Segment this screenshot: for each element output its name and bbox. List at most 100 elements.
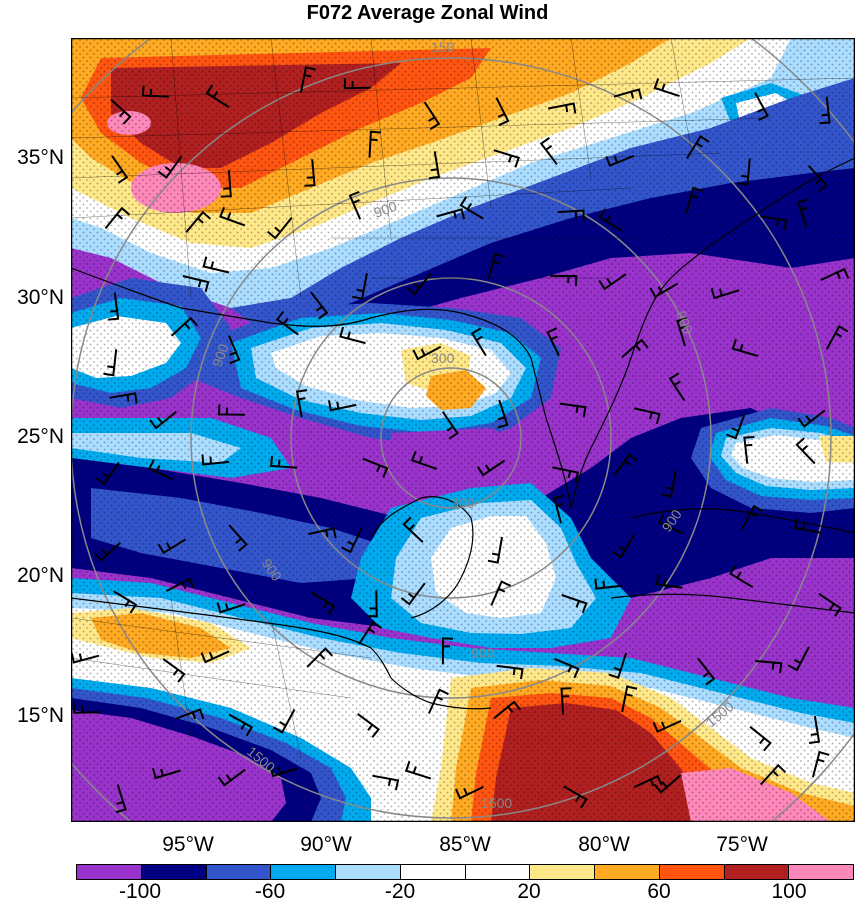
wind-barb [495, 97, 510, 127]
colorbar-swatch [659, 865, 725, 879]
wind-barb [272, 709, 296, 734]
zonal-wind-map: 300 300 900 900 900 900 900 1500 1500 15… [71, 38, 855, 822]
wind-barb [404, 760, 432, 780]
wind-barb [493, 700, 522, 720]
colorbar-swatch [77, 865, 142, 879]
lon-label: 85°W [439, 833, 491, 856]
wind-barb [657, 513, 684, 535]
wind-barb [423, 101, 441, 130]
wind-barb [487, 536, 503, 564]
wind-barb [797, 198, 809, 228]
wind-barb [402, 516, 424, 543]
wind-barb [436, 208, 466, 220]
wind-barb [820, 267, 850, 282]
wind-barb [737, 158, 751, 186]
wind-barb [400, 582, 426, 606]
wind-barb [108, 292, 120, 321]
wind-barb [306, 647, 334, 668]
wind-barb [559, 402, 587, 418]
political-boundaries [71, 38, 855, 759]
colorbar-label: -100 [118, 880, 162, 903]
coastlines [71, 157, 855, 710]
wind-barb [220, 170, 232, 198]
wind-barb [412, 345, 442, 361]
wind-barb [470, 327, 487, 357]
wind-barb [299, 66, 316, 93]
wind-barb [311, 591, 336, 615]
wind-barb [182, 275, 210, 293]
colorbar-swatch [141, 865, 207, 879]
wind-barb [598, 208, 623, 232]
wind-barb [217, 404, 246, 416]
wind-barb [729, 564, 754, 589]
wind-barb [216, 602, 246, 614]
wind-barb [459, 196, 484, 220]
colorbar-swatch [271, 865, 336, 879]
wind-barb [170, 316, 199, 337]
wind-barb [760, 215, 788, 231]
wind-barb [228, 335, 241, 365]
wind-barb [797, 409, 826, 428]
wind-barb [755, 660, 783, 674]
contour-label: 150 [431, 39, 455, 55]
wind-barb [410, 450, 438, 470]
colorbar-label: -20 [384, 880, 416, 903]
stipple-overlay [71, 38, 855, 822]
wind-barb [754, 92, 769, 121]
wind-barb [550, 274, 578, 287]
wind-barb [275, 310, 299, 336]
map-panel: 300 300 900 900 900 900 900 1500 1500 15… [71, 38, 855, 822]
wind-barb [594, 578, 623, 590]
wind-barb [493, 149, 520, 168]
wind-barb [819, 96, 831, 125]
wind-barb [653, 774, 682, 794]
wind-barb [228, 524, 248, 552]
wind-barb [749, 726, 772, 752]
wind-barb [561, 594, 588, 614]
wind-barb [201, 454, 230, 466]
wind-barb [454, 785, 484, 800]
wind-barb [598, 273, 627, 291]
wind-barb [652, 719, 682, 733]
wind-barb [162, 658, 186, 683]
wind-barb [95, 461, 120, 486]
wind-barb [795, 437, 816, 465]
wind-barb [476, 459, 506, 477]
colorbar-swatch [336, 865, 401, 879]
wind-barb [219, 206, 246, 227]
wind-barb [217, 768, 246, 787]
wind-barb [295, 389, 308, 418]
wind-barb [304, 159, 316, 187]
colorbar-swatch [724, 865, 790, 879]
wind-barb [553, 494, 565, 524]
wind-barb [787, 646, 810, 672]
wind-barb [71, 652, 100, 664]
lon-label: 80°W [578, 833, 630, 856]
wind-barb [427, 688, 449, 714]
wind-barb [731, 338, 759, 357]
wind-barb [165, 577, 195, 592]
wind-barb [557, 209, 585, 221]
wind-barb [686, 134, 710, 160]
wind-barb [441, 637, 454, 665]
contour-label: 300 [451, 495, 475, 511]
contour-label: 900 [372, 198, 400, 221]
wind-barb [825, 325, 849, 350]
wind-barb [372, 774, 400, 791]
colorbar-swatch [206, 865, 272, 879]
wind-barb [633, 774, 663, 789]
wind-barb [605, 154, 635, 167]
wind-barb [366, 590, 378, 618]
wind-barb [73, 702, 101, 714]
wind-barb [811, 750, 830, 778]
wind-barb [441, 411, 459, 440]
wind-barb [141, 85, 169, 98]
lat-label: 20°N [17, 564, 64, 587]
wind-barb [613, 88, 643, 100]
wind-barb [328, 400, 357, 412]
colorbar-label: 20 [517, 880, 541, 903]
wind-barb [428, 151, 441, 180]
lon-label: 95°W [162, 833, 214, 856]
contour-label: 900 [673, 309, 696, 337]
wind-barb [676, 317, 688, 347]
